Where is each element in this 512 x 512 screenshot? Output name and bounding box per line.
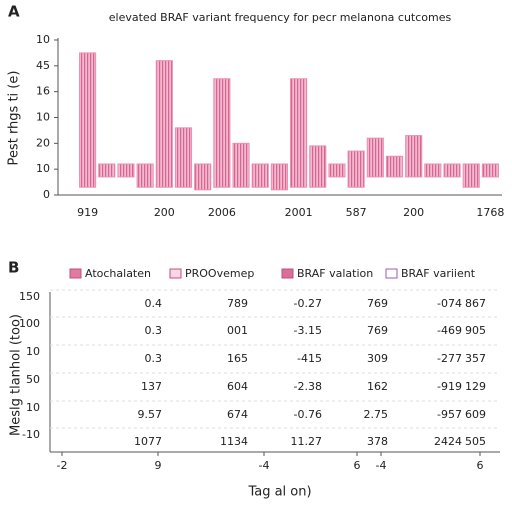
bar [481,163,499,178]
table-cell: -277 [437,352,462,365]
table-cell: 0.4 [145,297,163,310]
table-cell: 769 [367,297,388,310]
bar [462,163,480,188]
legend-label: BRAF variient [401,267,476,280]
table-cell: 11.27 [291,435,323,448]
bar [251,163,269,188]
x-tick-label: 200 [154,206,175,219]
x-tick-label: 2006 [208,206,236,219]
table-cell: 309 [367,352,388,365]
panel-label: A [8,3,20,21]
x-tick-label: -2 [57,459,68,472]
table-cell: 357 [465,352,486,365]
bar [136,163,154,188]
bar [155,60,173,188]
y-axis-label: Meslg tlanhol (too) [9,314,24,436]
table-cell: -957 [437,408,462,421]
bar [79,52,97,188]
legend-swatch [69,268,82,279]
y-tick-label: -10 [22,428,40,441]
table-cell: -919 [437,380,462,393]
table-cell: 0.3 [145,352,163,365]
table-cell: 604 [227,380,248,393]
table-cell: 0.3 [145,324,163,337]
bar [213,78,231,188]
bar [290,78,308,188]
table-cell: 129 [465,380,486,393]
x-tick-label: 1768 [476,206,504,219]
y-tick-label: 10 [36,162,50,175]
table-cell: 1134 [220,435,248,448]
bar [174,127,193,188]
legend-swatch [385,268,398,279]
y-tick-label: 10 [36,33,50,46]
table-cell: -2.38 [294,380,322,393]
x-tick-label: 9 [155,459,162,472]
y-tick-label: 10 [36,111,50,124]
legend-label: PROOvemep [185,267,254,280]
y-tick-label: 10 [26,401,40,414]
bar [232,142,250,188]
table-cell: 905 [465,324,486,337]
bar [309,145,327,188]
table-cell: 789 [227,297,248,310]
table-cell: -469 [437,324,462,337]
legend-label: BRAF valation [297,267,373,280]
table-cell: 1077 [134,435,162,448]
table-cell: 001 [227,324,248,337]
table-cell: 609 [465,408,486,421]
table-cell: 378 [367,435,388,448]
table-cell: 2.75 [364,408,389,421]
bar [405,135,423,178]
table-cell: -0.76 [294,408,322,421]
y-tick-label: 50 [26,373,40,386]
y-tick-label: 100 [19,317,40,330]
x-tick-label: 200 [403,206,424,219]
table-cell: -3.15 [294,324,322,337]
y-tick-label: 20 [36,136,50,149]
panel-label: B [8,259,19,277]
x-tick-label: 919 [77,206,98,219]
y-tick-label: 10 [26,345,40,358]
table-cell: 9.57 [138,408,163,421]
table-cell: 137 [141,380,162,393]
bar [443,163,461,178]
bar [117,163,135,178]
x-tick-label: -4 [376,459,387,472]
table-cell: 867 [465,297,486,310]
x-tick-label: 6 [477,459,484,472]
y-tick-label: 45 [36,59,50,72]
table-cell: -074 [437,297,462,310]
table-cell: 505 [465,435,486,448]
legend-swatch [169,268,182,279]
bar [194,163,212,191]
table-cell: 165 [227,352,248,365]
y-tick-label: 0 [43,188,50,201]
table-cell: -415 [297,352,322,365]
y-axis-label: Pest rhgs ti (e) [7,71,22,166]
bar [385,155,404,178]
y-tick-label: 16 [36,85,50,98]
x-axis-label: Tag al on) [247,485,311,500]
table-cell: 162 [367,380,388,393]
bar [366,137,384,178]
bar [347,150,365,188]
legend-label: Atochalaten [85,267,151,280]
y-tick-label: 150 [19,290,40,303]
table-cell: 674 [227,408,248,421]
table-cell: -0.27 [294,297,322,310]
x-tick-label: 6 [354,459,361,472]
legend-swatch [281,268,294,279]
table-cell: 2424 [434,435,462,448]
bar [98,163,116,178]
x-tick-label: 587 [346,206,367,219]
table-cell: 769 [367,324,388,337]
x-tick-label: -4 [259,459,270,472]
bar [328,163,346,178]
chart-title: elevated BRAF variant frequency for pecr… [109,11,452,24]
bar [270,163,288,191]
x-tick-label: 2001 [285,206,313,219]
bar [424,163,442,178]
